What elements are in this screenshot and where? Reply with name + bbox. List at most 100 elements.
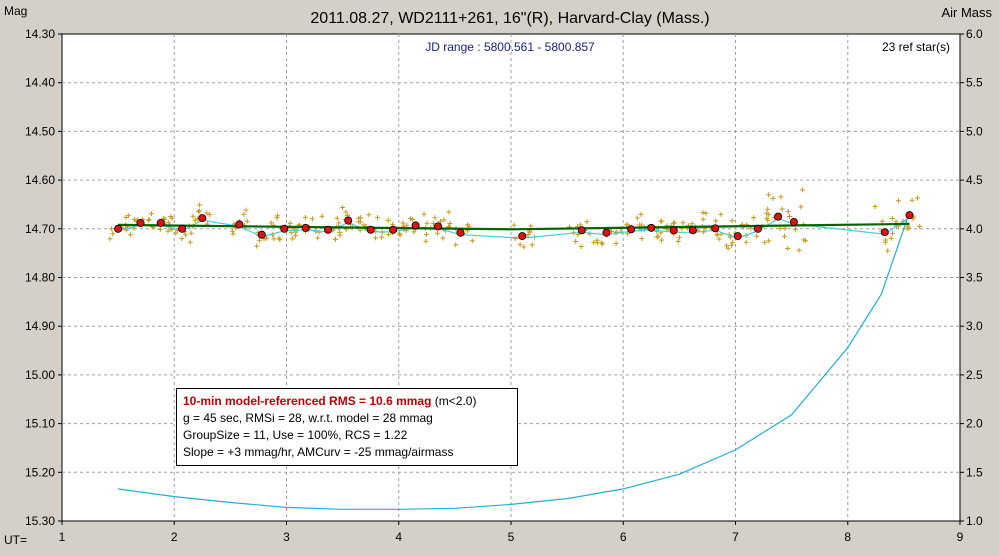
observation-point [315,235,321,241]
observation-point [787,214,792,219]
observation-point [230,231,236,237]
y2-tick-label: 5.5 [966,76,983,90]
group-mean-point [178,224,187,233]
observation-point [872,204,878,209]
y-tick-label: 14.60 [25,173,55,187]
observation-point [256,237,262,243]
observation-point [782,225,788,231]
air-mass-curve [118,212,911,510]
observation-point [404,222,410,228]
observation-point [594,240,600,246]
group-mean-point [389,225,398,234]
observation-point [424,220,430,226]
observation-point [754,233,760,239]
observation-point [334,215,340,221]
observation-point [904,226,910,232]
stats-headline: 10-min model-referenced RMS = 10.6 mmag [183,394,432,408]
observation-point [889,216,895,221]
observation-point [896,198,901,204]
group-mean-point [789,217,798,226]
stats-headline-row: 10-min model-referenced RMS = 10.6 mmag … [183,393,517,410]
observation-point [168,214,174,219]
x-tick-label: 5 [508,530,515,544]
observation-point [714,232,720,238]
observation-point [700,210,706,216]
observation-point [336,220,342,226]
observation-point [366,212,372,218]
observation-point [801,237,807,243]
observation-point [729,218,735,224]
group-mean-point [647,223,656,232]
group-mean-point [114,224,123,233]
observation-point [882,239,888,245]
observation-point [243,207,249,213]
y-tick-label: 14.80 [25,271,55,285]
observation-point [676,234,682,240]
observation-point [885,248,891,254]
observation-point [343,209,349,215]
observation-point [241,211,247,217]
observation-point [654,228,660,234]
observation-point [654,234,660,240]
observation-point [517,242,523,248]
observation-point [798,204,804,210]
observation-point [339,205,345,210]
x-tick-label: 6 [620,530,627,544]
x-tick-label: 4 [395,530,402,544]
observation-point [275,213,280,219]
stats-line: Slope = +3 mmag/hr, AMCurv = -25 mmag/ai… [183,445,454,459]
x-axis-label: UT= [4,533,27,547]
x-tick-label: 8 [844,530,851,544]
group-mean-point [235,220,244,229]
observation-point [689,221,695,227]
observation-point [587,231,593,237]
x-tick-label: 7 [732,530,739,544]
model-line [118,222,910,231]
observation-point [107,236,113,242]
observation-point [157,227,163,232]
observation-point [183,232,189,238]
observation-point [659,237,664,243]
observation-point [770,195,776,201]
observation-point [751,215,757,221]
observation-point [655,233,661,239]
observation-point [440,235,446,241]
observation-point [675,238,681,244]
observation-point [187,239,193,245]
y2-tick-label: 2.5 [966,368,983,382]
observation-point [511,222,517,228]
observation-point [379,234,385,240]
x-tick-label: 9 [957,530,964,544]
observation-point [357,219,363,225]
observation-point [624,222,630,228]
y2-tick-label: 3.0 [966,319,983,333]
observation-point [109,226,115,232]
observation-point [638,211,644,217]
observation-point [762,239,768,245]
observation-point [713,218,719,224]
observation-point [271,236,277,242]
observation-point [441,217,447,223]
observation-point [411,229,417,235]
observation-point [149,211,154,217]
stats-line: g = 45 sec, RMSi = 28, w.r.t. model = 28… [183,411,433,425]
observation-point [453,242,459,248]
observation-point [703,210,709,216]
observation-point [671,220,677,226]
observation-point [127,232,133,238]
observation-point [332,236,338,242]
observation-point [424,231,429,237]
y-tick-label: 14.40 [25,76,55,90]
observation-point [146,217,151,223]
observation-point [337,232,343,238]
observation-point [229,228,235,234]
observation-point [173,230,179,236]
observation-point [729,242,735,248]
group-mean-point [577,226,586,235]
observation-point [309,216,315,222]
observation-point [125,213,131,219]
group-mean-point [669,226,678,235]
y-tick-label: 15.00 [25,368,55,382]
stats-line: GroupSize = 11, Use = 100%, RCS = 1.22 [183,428,408,442]
